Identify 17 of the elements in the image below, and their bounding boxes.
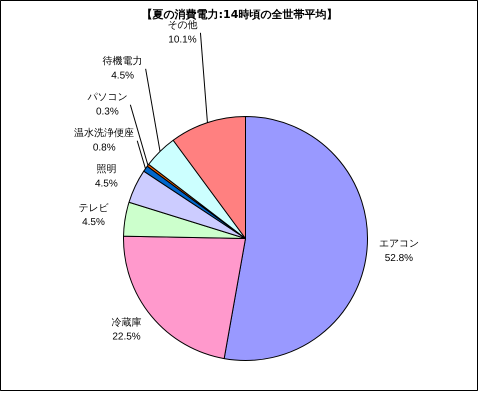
slice-label: エアコン — [378, 238, 419, 250]
slice-label: 冷蔵庫 — [112, 316, 142, 328]
data-label: 4.5% — [94, 178, 118, 190]
data-label: 0.8% — [92, 142, 116, 154]
data-label: 22.5% — [112, 332, 141, 343]
data-label: 10.1% — [168, 34, 197, 46]
slice-label: 照明 — [96, 164, 116, 176]
slice-label: 待機電力 — [102, 55, 143, 68]
data-label: 4.5% — [82, 217, 105, 228]
slice-label: テレビ — [78, 202, 110, 214]
data-label: 0.3% — [96, 106, 119, 118]
data-label: 52.8% — [384, 252, 414, 264]
slice-label: 温水洗浄便座 — [74, 127, 134, 140]
chart-title: 【夏の消費電力:14時頃の全世帯平均】 — [142, 8, 338, 21]
data-label: 4.5% — [111, 70, 134, 82]
slice-label: パソコン — [86, 92, 128, 104]
slice-label: その他 — [167, 19, 198, 32]
